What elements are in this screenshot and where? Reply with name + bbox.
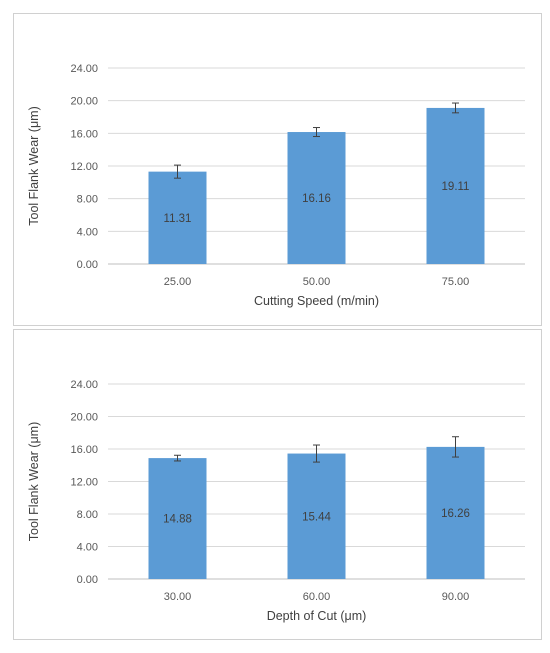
- x-tick-label: 60.00: [303, 591, 331, 603]
- bar: [287, 453, 346, 579]
- bar: [287, 132, 346, 264]
- cutting-speed-chart: 0.00 4.00 8.00 12.00 16.00 20.00 24.00 11.31 25.…: [27, 63, 525, 308]
- chart-panel-cutting-speed: 0.00 4.00 8.00 12.00 16.00 20.00 24.00 11.31 25.…: [13, 13, 542, 326]
- bar: [148, 171, 207, 264]
- y-tick-label: 8.00: [77, 509, 98, 521]
- x-tick-label: 75.00: [442, 276, 470, 288]
- y-tick-label: 16.00: [70, 444, 98, 456]
- y-tick-label: 4.00: [77, 542, 98, 554]
- data-label: 11.31: [164, 213, 192, 225]
- y-tick-label: 12.00: [70, 161, 98, 173]
- depth-of-cut-chart: 0.00 4.00 8.00 12.00 16.00 20.00 24.00 14.88 30.…: [27, 379, 525, 623]
- y-tick-label: 4.00: [77, 226, 98, 238]
- y-axis-title: Tool Flank Wear (μm): [27, 106, 41, 226]
- data-label: 16.26: [441, 508, 470, 520]
- y-tick-label: 0.00: [77, 574, 98, 586]
- chart-panel-depth-of-cut: 0.00 4.00 8.00 12.00 16.00 20.00 24.00 14.88 30.…: [13, 329, 542, 640]
- x-tick-label: 50.00: [303, 276, 331, 288]
- y-tick-label: 0.00: [77, 259, 98, 271]
- data-label: 16.16: [302, 193, 331, 205]
- y-tick-label: 20.00: [70, 96, 98, 108]
- data-label: 15.44: [302, 511, 331, 523]
- bar: [426, 107, 485, 264]
- y-axis-title: Tool Flank Wear (μm): [27, 422, 41, 542]
- y-tick-label: 8.00: [77, 194, 98, 206]
- y-tick-label: 16.00: [70, 128, 98, 140]
- x-tick-label: 25.00: [164, 276, 192, 288]
- y-tick-label: 24.00: [70, 63, 98, 75]
- bar: [148, 458, 207, 579]
- y-tick-label: 20.00: [70, 412, 98, 424]
- x-tick-label: 90.00: [442, 591, 470, 603]
- x-axis-title: Depth of Cut (μm): [267, 609, 367, 623]
- data-label: 14.88: [163, 514, 192, 526]
- bar: [426, 446, 485, 579]
- x-axis-title: Cutting Speed (m/min): [254, 294, 379, 308]
- data-label: 19.11: [442, 181, 470, 193]
- y-tick-label: 12.00: [70, 477, 98, 489]
- y-tick-label: 24.00: [70, 379, 98, 391]
- x-tick-label: 30.00: [164, 591, 192, 603]
